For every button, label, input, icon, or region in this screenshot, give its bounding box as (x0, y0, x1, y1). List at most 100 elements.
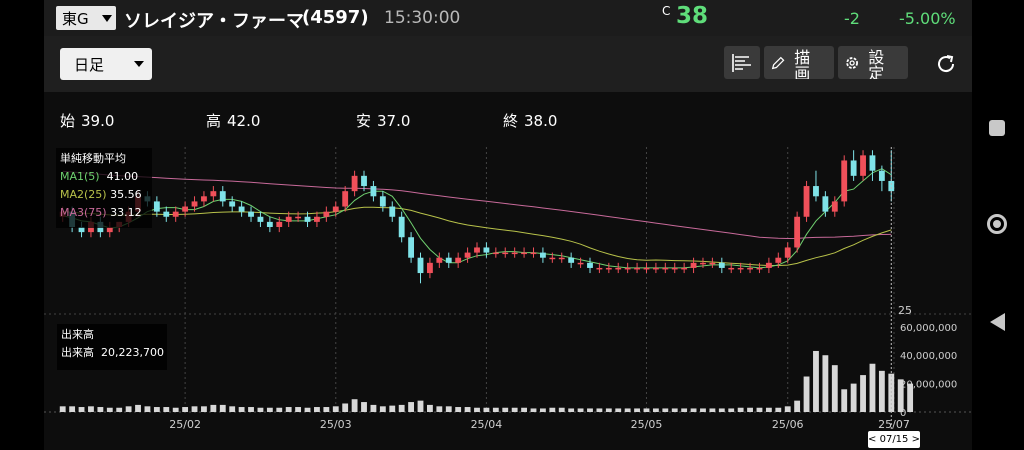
volume-bar (521, 407, 527, 412)
candle-body (436, 257, 443, 263)
volume-bar (634, 408, 640, 412)
candle-body (700, 262, 706, 265)
volume-bar (765, 407, 772, 412)
pencil-icon (771, 56, 785, 69)
volume-bar (539, 408, 546, 412)
draw-button[interactable]: 描画 (764, 46, 834, 79)
header: 東G ソレイジア・ファーマ (4597) 15:30:00 C 38 -2 -5… (44, 0, 972, 36)
volume-bar (106, 407, 113, 412)
volume-bar (869, 363, 876, 412)
volume-tick-label: 20,000,000 (900, 380, 957, 391)
square-nav-icon[interactable] (987, 118, 1007, 138)
refresh-icon[interactable] (934, 52, 958, 76)
candle-body (605, 267, 612, 270)
candle-body (803, 186, 810, 217)
candle-body (474, 247, 480, 253)
candle-body (549, 257, 556, 260)
market-label: 東G (62, 9, 89, 28)
volume-bar (427, 404, 433, 412)
volume-bar (229, 406, 236, 412)
candle-body (445, 257, 452, 263)
candle-body (671, 267, 678, 270)
ma2-row: MA2(25) 35.56 (60, 188, 142, 201)
candle-body (342, 191, 349, 207)
candle-body (511, 252, 518, 255)
volume-bar (643, 408, 650, 412)
candle-body (775, 257, 782, 263)
stock-code: (4597) (302, 7, 369, 28)
back-nav-icon[interactable] (987, 312, 1007, 332)
ohlc-open: 始 39.0 (60, 112, 115, 130)
candle-body (191, 201, 198, 207)
candle-body (398, 216, 405, 238)
gear-icon (846, 56, 858, 69)
volume-bar (342, 403, 349, 412)
chart-canvas[interactable]: 25/02 25/03 25/04 25/05 25/06 25/07 25 60,000,0… (44, 92, 972, 450)
candle-body (464, 252, 471, 258)
candle-body (709, 262, 716, 265)
volume-bar (455, 407, 462, 412)
candle-body (163, 211, 170, 217)
candle-body (888, 180, 895, 192)
candle-body (521, 252, 527, 255)
volume-bar (379, 406, 386, 412)
candle-body (539, 252, 546, 258)
x-tick-label: 25/07 (878, 418, 910, 431)
market-select[interactable]: 東G (56, 6, 116, 30)
candle-body (728, 267, 735, 270)
candle-body (201, 196, 207, 202)
volume-bar (784, 406, 791, 412)
volume-bar (436, 406, 443, 412)
volume-legend-title: 出来高 (61, 328, 94, 341)
volume-bar (681, 408, 688, 412)
volume-bar (728, 408, 735, 412)
candle-body (502, 252, 509, 255)
candle-body (813, 186, 819, 197)
volume-bar (794, 400, 801, 412)
candle-body (304, 216, 311, 222)
candle-body (756, 267, 763, 270)
ma1-row: MA1(5) 41.00 (60, 170, 139, 183)
period-select[interactable]: 日足 (60, 48, 152, 80)
volume-bar (624, 408, 631, 412)
candle-body (634, 267, 640, 270)
candle-body (587, 262, 593, 268)
volume-bar (596, 408, 603, 412)
volume-bar (59, 406, 66, 412)
ma2-line (62, 206, 892, 266)
volume-bar (248, 407, 254, 412)
volume-bar (398, 404, 405, 412)
volume-bar (558, 407, 565, 412)
price-change-pct: -5.00% (899, 9, 956, 28)
candle-body (530, 252, 537, 255)
circle-nav-icon[interactable] (987, 214, 1007, 234)
candle-body (794, 216, 801, 248)
candle-body (408, 237, 415, 258)
candle-body (681, 267, 688, 270)
ohlc-high: 高 42.0 (206, 112, 261, 130)
candle-body (314, 216, 320, 222)
volume-bar (314, 407, 320, 412)
price-change: -2 (844, 9, 860, 28)
candle-body (257, 216, 264, 222)
volume-tick-label: 40,000,000 (900, 351, 957, 362)
candle-body (831, 201, 838, 212)
candle-body (878, 170, 885, 181)
candle-body (266, 221, 273, 227)
ma-legend: 単純移動平均 MA1(5) 41.00 MA2(25) 35.56 MA3(75… (56, 148, 152, 228)
settings-button[interactable]: 設定 (838, 46, 908, 79)
volume-bar (615, 408, 622, 412)
current-date-label[interactable]: < 07/15 > (868, 431, 920, 448)
volume-bar (897, 379, 904, 412)
candle-body (219, 191, 226, 202)
candle-body (427, 262, 433, 274)
volume-bar (191, 406, 198, 412)
volume-bar (803, 376, 810, 412)
candle-body (361, 175, 367, 187)
indicator-button[interactable] (724, 46, 760, 79)
volume-bar (605, 408, 612, 412)
volume-bar (652, 408, 659, 412)
toolbar: 日足 描画 設定 (44, 36, 972, 92)
stock-name: ソレイジア・ファーマ (124, 11, 304, 32)
volume-bar (417, 400, 424, 412)
